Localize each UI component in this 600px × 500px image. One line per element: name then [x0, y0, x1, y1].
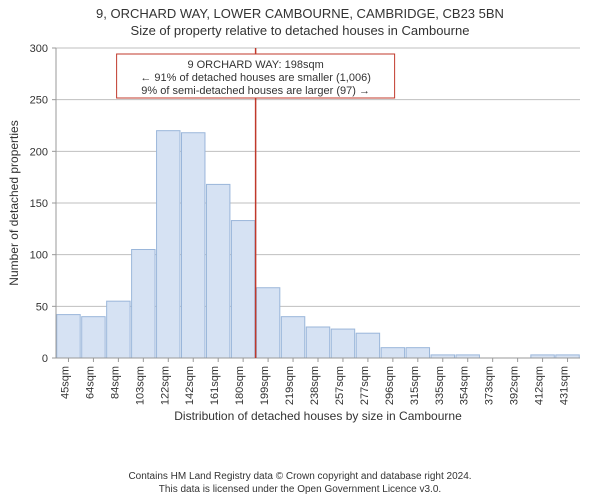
bar: [356, 333, 379, 358]
xtick-label: 45sqm: [59, 366, 71, 399]
bar: [281, 317, 304, 358]
annotation-line-2: ← 91% of detached houses are smaller (1,…: [140, 72, 371, 84]
y-axis-label: Number of detached properties: [7, 120, 21, 285]
annotation-line-3: 9% of semi-detached houses are larger (9…: [141, 85, 370, 97]
x-axis-label: Distribution of detached houses by size …: [174, 409, 462, 423]
xtick-label: 257sqm: [334, 366, 346, 405]
bar: [157, 131, 180, 358]
bar: [206, 184, 229, 358]
xtick-label: 122sqm: [159, 366, 171, 405]
bar: [231, 221, 254, 358]
svg-text:200: 200: [30, 146, 48, 158]
title-sub: Size of property relative to detached ho…: [0, 23, 600, 38]
svg-text:50: 50: [36, 301, 48, 313]
xtick-label: 431sqm: [559, 366, 571, 405]
svg-text:100: 100: [30, 250, 48, 262]
bar: [132, 250, 155, 359]
bar: [82, 317, 105, 358]
xtick-label: 180sqm: [234, 366, 246, 405]
bar: [331, 329, 354, 358]
xtick-label: 315sqm: [409, 366, 421, 405]
svg-text:300: 300: [30, 43, 48, 55]
footer: Contains HM Land Registry data © Crown c…: [0, 471, 600, 496]
footer-line-2: This data is licensed under the Open Gov…: [0, 484, 600, 497]
xtick-label: 103sqm: [134, 366, 146, 405]
xtick-label: 142sqm: [184, 366, 196, 405]
xtick-label: 373sqm: [484, 366, 496, 405]
bar: [182, 133, 205, 358]
xtick-label: 64sqm: [84, 366, 96, 399]
xtick-label: 277sqm: [359, 366, 371, 405]
bar: [57, 315, 80, 358]
xtick-label: 296sqm: [384, 366, 396, 405]
xtick-label: 84sqm: [109, 366, 121, 399]
bar: [306, 327, 329, 358]
xtick-label: 199sqm: [259, 366, 271, 405]
svg-text:250: 250: [30, 95, 48, 107]
xtick-label: 412sqm: [534, 366, 546, 405]
svg-text:150: 150: [30, 198, 48, 210]
xtick-label: 238sqm: [309, 366, 321, 405]
xtick-label: 161sqm: [209, 366, 221, 405]
footer-line-1: Contains HM Land Registry data © Crown c…: [0, 471, 600, 484]
xtick-label: 335sqm: [434, 366, 446, 405]
bar: [107, 301, 130, 358]
histogram-chart: 0 50 100 150 200 250 300 45sqm 64sqm 84sqm 103sqm 1…: [0, 38, 600, 446]
xtick-label: 219sqm: [284, 366, 296, 405]
xtick-label: 354sqm: [459, 366, 471, 405]
chart-area: 0 50 100 150 200 250 300 45sqm 64sqm 84sqm 103sqm 1…: [0, 38, 600, 446]
xtick-label: 392sqm: [509, 366, 521, 405]
bar: [256, 288, 279, 358]
annotation-line-1: 9 ORCHARD WAY: 198sqm: [187, 59, 323, 71]
svg-text:0: 0: [42, 353, 48, 365]
title-main: 9, ORCHARD WAY, LOWER CAMBOURNE, CAMBRID…: [0, 6, 600, 21]
bar: [381, 348, 404, 358]
bar: [406, 348, 429, 358]
